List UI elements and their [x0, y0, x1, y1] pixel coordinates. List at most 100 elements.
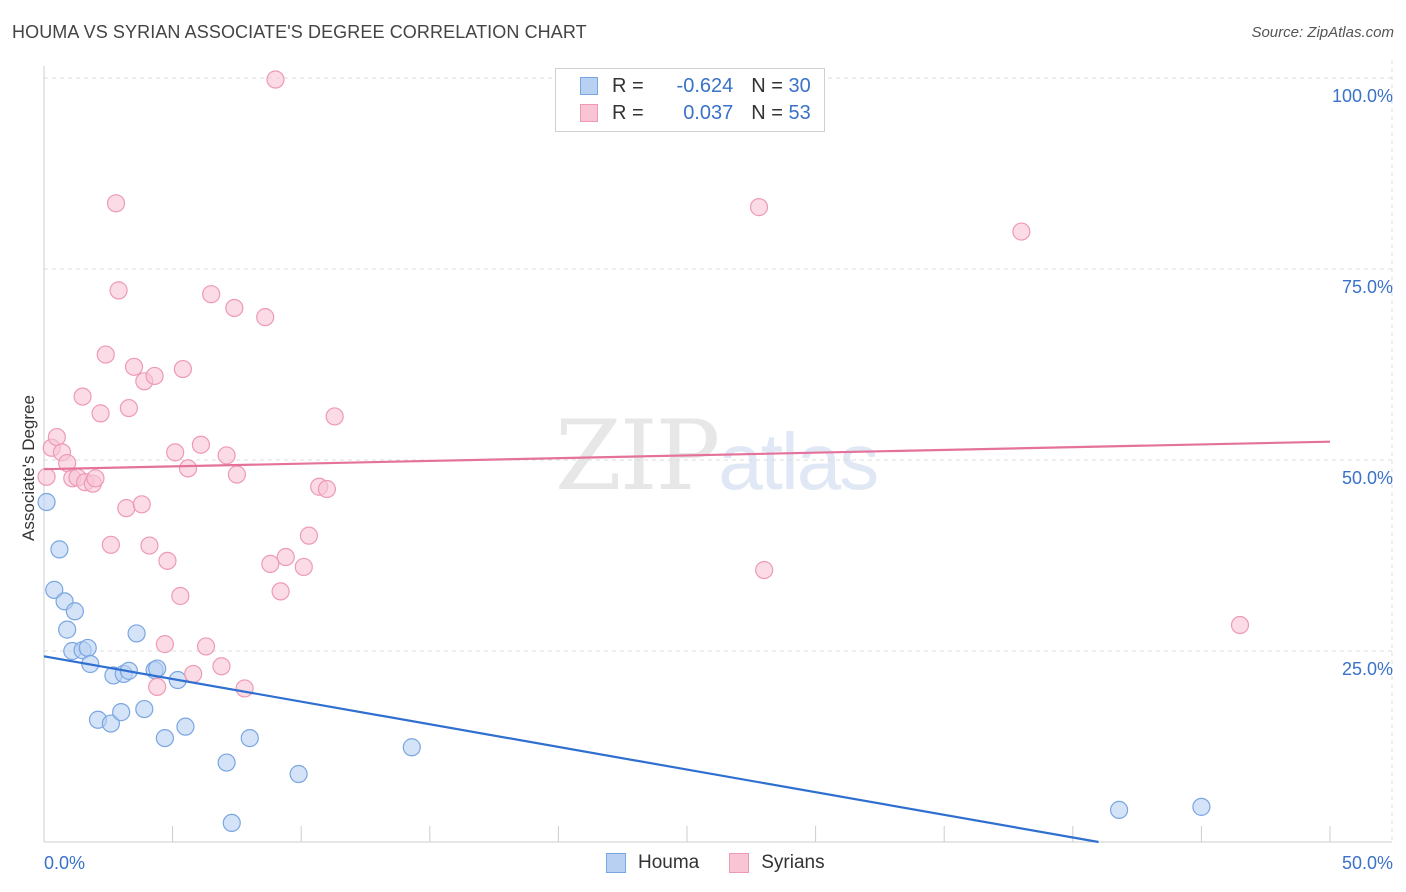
houma-point: [222, 813, 241, 833]
houma-point: [1109, 800, 1129, 820]
syrians-point: [196, 637, 216, 656]
x-tick-label: 50.0%: [1342, 853, 1393, 873]
y-axis-label: Associate's Degree: [19, 395, 38, 541]
syrians-point: [225, 298, 244, 318]
syrians-point: [755, 560, 774, 580]
syrians-swatch: [580, 104, 598, 122]
syrians-point: [47, 427, 66, 447]
houma-point: [112, 703, 131, 722]
syrians-point: [749, 198, 769, 217]
grid-lines: [44, 60, 1393, 842]
syrians-point: [173, 359, 192, 379]
houma-trend-line: [43, 655, 1099, 844]
houma-point: [402, 738, 421, 757]
y-tick-label: 75.0%: [1342, 277, 1393, 297]
syrians-legend-swatch: [729, 853, 750, 873]
syrians-n-label: N =: [751, 101, 783, 124]
syrians-point: [117, 499, 136, 518]
houma-point: [37, 492, 56, 512]
syrians-legend-label: Syrians: [761, 852, 825, 873]
tick-labels: 25.0% 50.0% 75.0% 100.0% 0.0% 50.0% Associate'…: [19, 86, 1393, 873]
syrians-point: [145, 366, 164, 386]
legend-item-houma[interactable]: Houma: [606, 852, 699, 874]
syrians-point: [124, 357, 144, 376]
syrians-point: [271, 582, 290, 601]
houma-legend-swatch: [606, 853, 626, 873]
houma-point: [50, 540, 69, 559]
syrians-point: [158, 551, 177, 570]
syrians-point: [202, 285, 221, 304]
syrians-n-value: 53: [788, 101, 811, 124]
axes: [43, 66, 1392, 843]
syrians-point: [256, 308, 275, 327]
syrians-point: [166, 443, 185, 462]
houma-point: [78, 638, 97, 658]
syrians-point: [132, 495, 151, 514]
houma-point: [240, 728, 259, 748]
legend-row-houma: R = -0.624 N = 30: [580, 74, 811, 98]
houma-point: [217, 753, 236, 772]
syrians-point: [266, 70, 285, 89]
syrians-point: [1230, 615, 1250, 635]
houma-point: [65, 602, 84, 621]
syrians-point: [299, 526, 319, 545]
syrians-point: [184, 664, 203, 684]
syrians-point: [37, 467, 56, 486]
watermark-atlas: atlas: [718, 417, 879, 506]
trend-lines: [43, 440, 1331, 844]
syrians-point: [276, 547, 295, 567]
data-points: [37, 70, 1250, 833]
syrians-point: [1012, 222, 1031, 241]
houma-r-value: -0.624: [676, 74, 734, 97]
syrians-point: [261, 554, 280, 574]
syrians-point: [119, 398, 138, 418]
syrians-point: [101, 535, 120, 554]
houma-n-label: N =: [751, 74, 783, 97]
syrians-point: [212, 657, 231, 676]
syrians-r-value: 0.037: [683, 101, 734, 124]
syrians-point: [178, 459, 198, 478]
houma-point: [45, 580, 64, 599]
syrians-point: [191, 435, 210, 454]
houma-swatch: [580, 77, 598, 95]
syrians-point: [86, 469, 105, 488]
y-tick-label: 25.0%: [1342, 659, 1393, 679]
legend-item-syrians[interactable]: Syrians: [729, 852, 825, 874]
houma-point: [135, 699, 154, 719]
source-label: Source: ZipAtlas.com: [1251, 24, 1394, 41]
y-tick-label: 50.0%: [1342, 468, 1393, 488]
syrians-point: [91, 404, 110, 423]
houma-point: [101, 714, 120, 733]
houma-r-label: R =: [612, 74, 644, 97]
houma-point: [176, 717, 195, 736]
syrians-trend-line: [43, 440, 1331, 471]
correlation-legend: R = -0.624 N = 30 R = 0.037 N = 53: [555, 68, 825, 132]
syrians-point: [155, 635, 174, 654]
syrians-point: [109, 281, 128, 300]
syrians-point: [148, 677, 167, 697]
syrians-point: [325, 407, 344, 426]
houma-point: [155, 728, 174, 748]
x-tick-label: 0.0%: [44, 853, 85, 873]
syrians-point: [294, 557, 313, 577]
syrians-point: [317, 479, 337, 499]
watermark: ZIPatlas: [555, 400, 879, 512]
syrians-point: [140, 536, 159, 555]
y-tick-label: 100.0%: [1332, 86, 1393, 106]
series-legend: Houma Syrians: [606, 852, 855, 874]
houma-point: [58, 620, 77, 639]
houma-legend-label: Houma: [638, 852, 700, 873]
syrians-point: [96, 345, 115, 364]
syrians-point: [73, 387, 92, 406]
syrians-point: [227, 465, 246, 484]
chart-title: HOUMA VS SYRIAN ASSOCIATE'S DEGREE CORRE…: [12, 22, 587, 42]
houma-point: [289, 764, 308, 784]
houma-point: [127, 624, 146, 643]
houma-n-value: 30: [788, 74, 811, 97]
syrians-point: [235, 679, 254, 698]
legend-row-syrians: R = 0.037 N = 53: [580, 101, 811, 125]
syrians-r-label: R =: [612, 101, 644, 124]
syrians-point: [217, 446, 236, 465]
houma-point: [1192, 797, 1211, 816]
